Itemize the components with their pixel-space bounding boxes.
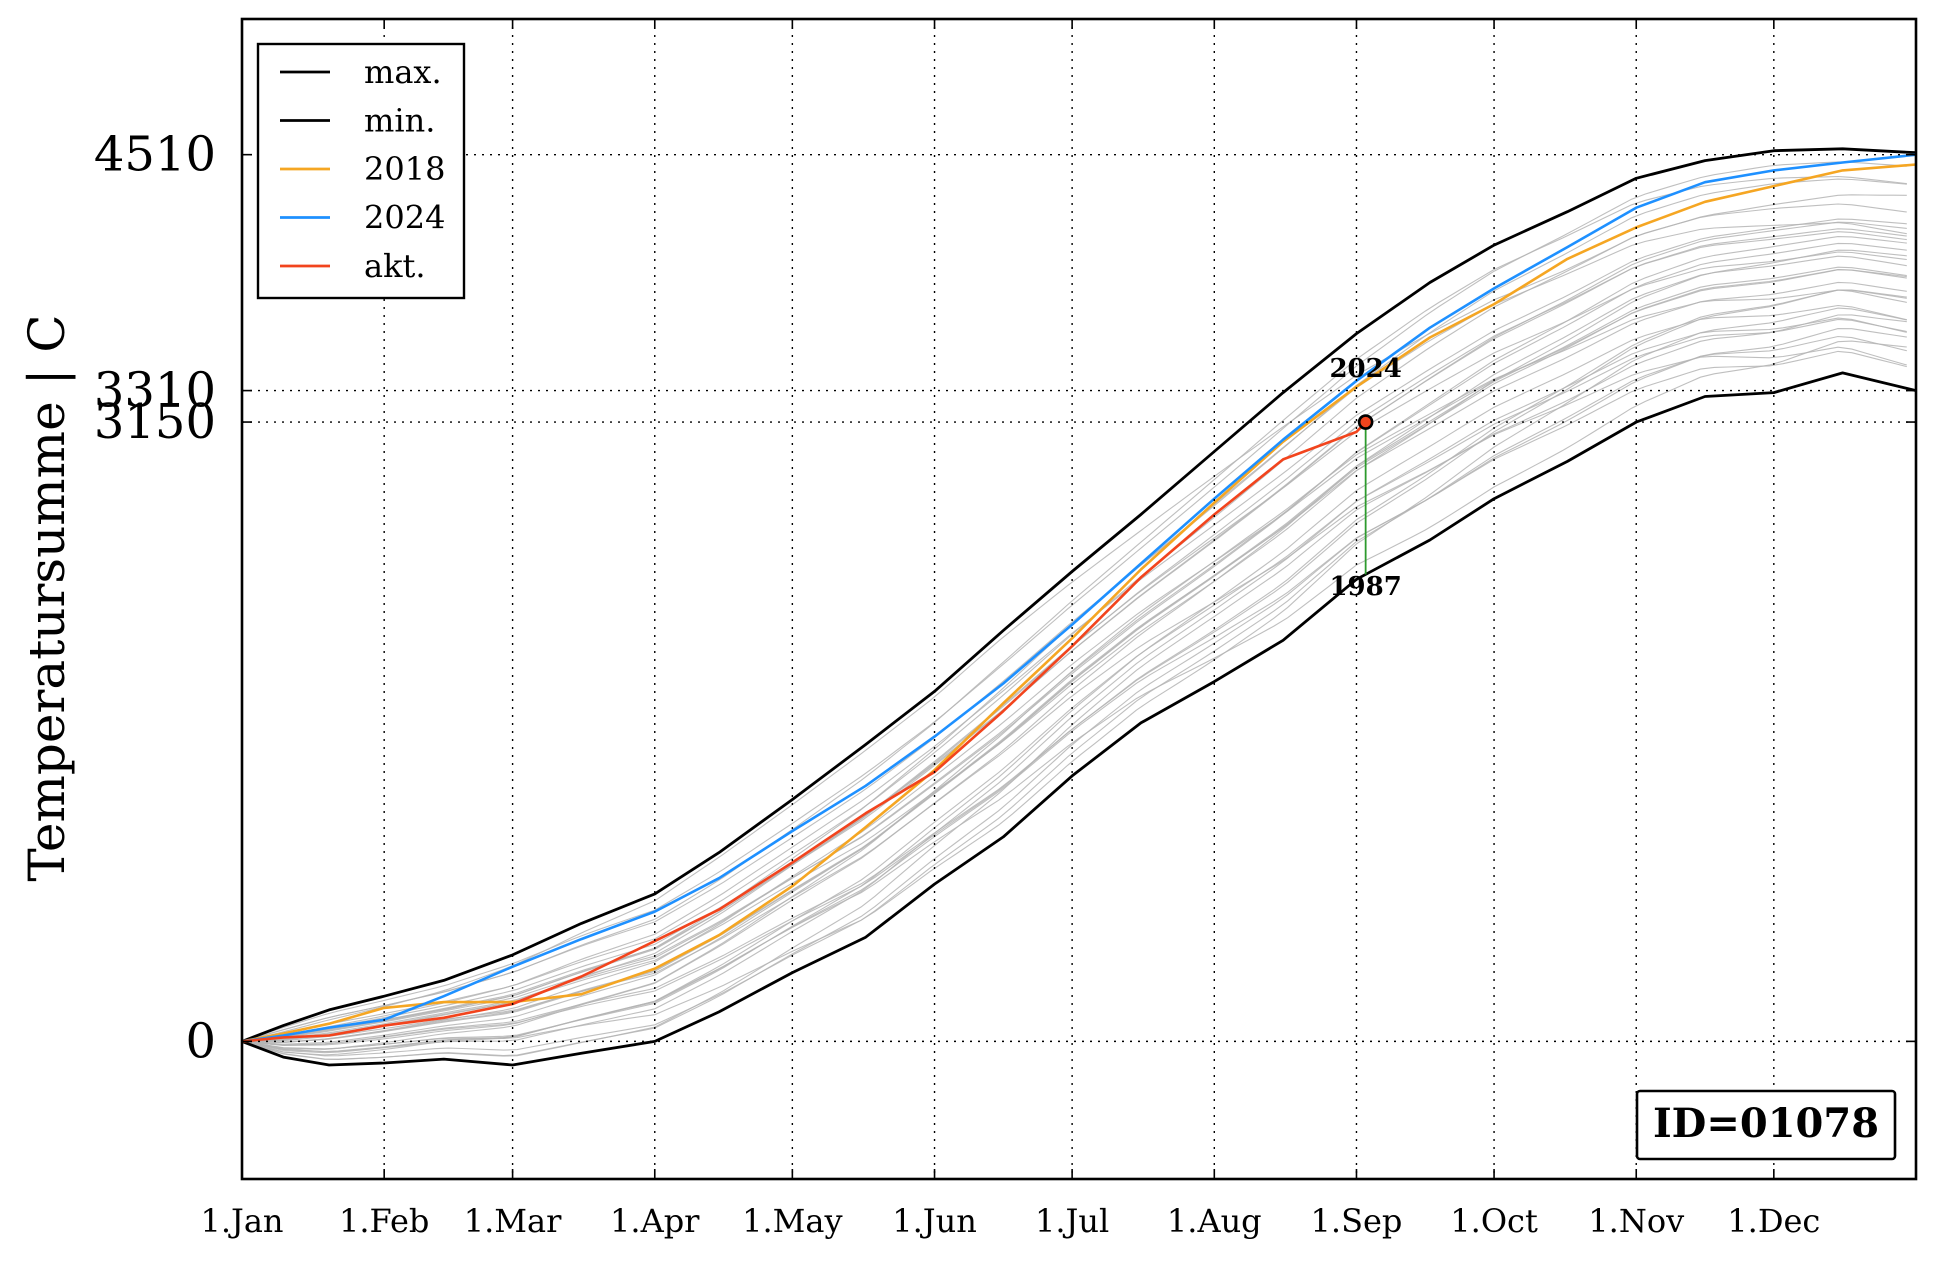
legend-box (256, 42, 466, 300)
historical-year-line (241, 350, 1907, 1061)
x-tick-label: 1.Oct (1450, 1202, 1538, 1240)
historical-year-line (241, 228, 1907, 1042)
historical-year-line (241, 335, 1907, 1057)
historical-year-line (241, 255, 1907, 1042)
x-tick-label: 1.Mar (464, 1202, 562, 1240)
series-line-2018 (241, 163, 1917, 1043)
series-line-min (241, 371, 1917, 1067)
historical-year-line (241, 175, 1907, 1042)
x-tick-label: 1.Apr (610, 1202, 700, 1240)
current-value-marker (1357, 414, 1374, 430)
historical-year-line (241, 289, 1907, 1047)
y-tick-label: 3150 (94, 394, 216, 450)
annotations: 2024 1987 (1329, 354, 1401, 602)
historical-year-line (241, 289, 1907, 1046)
historical-year-line (241, 161, 1907, 1042)
historical-year-line (241, 266, 1907, 1043)
x-tick-label: 1.Sep (1311, 1202, 1403, 1240)
legend-label: akt. (364, 247, 426, 285)
historical-year-line (241, 304, 1907, 1050)
historical-year-line (241, 249, 1907, 1042)
x-tick-label: 1.Jul (1035, 1202, 1109, 1240)
historical-year-line (241, 289, 1907, 1046)
x-tick-label: 1.May (742, 1202, 842, 1240)
x-tick-labels: 1.Jan 1.Feb 1.Mar 1.Apr 1.May 1.Jun 1.Jul 1.Aug… (200, 1202, 1820, 1240)
id-box-label: ID=01078 (1653, 1100, 1879, 1147)
y-tick-label: 3310 (94, 363, 216, 419)
historical-year-line (241, 194, 1907, 1042)
historical-year-line (241, 346, 1907, 1060)
legend-label: 2024 (364, 199, 445, 237)
series-line-max (241, 147, 1917, 1043)
historical-year-line (241, 236, 1907, 1042)
historical-year-line (241, 218, 1907, 1042)
annotation-label: 1987 (1329, 572, 1401, 602)
y-tick-label: 0 (185, 1013, 216, 1069)
historical-year-line (241, 318, 1907, 1053)
historical-year-line (241, 269, 1907, 1043)
historical-year-line (241, 307, 1907, 1050)
historical-year-lines (241, 161, 1907, 1061)
x-tick-label: 1.Aug (1167, 1202, 1262, 1240)
legend-label: min. (364, 102, 435, 140)
historical-year-line (241, 178, 1907, 1042)
plot-area (241, 147, 1917, 1067)
x-tick-label: 1.Jan (200, 1202, 283, 1240)
axis-ticks (241, 19, 1916, 1179)
plot-frame (240, 17, 1918, 1181)
x-tick-label: 1.Nov (1588, 1202, 1684, 1240)
historical-year-line (241, 269, 1907, 1044)
legend-label: 2018 (364, 150, 445, 188)
historical-year-line (241, 251, 1907, 1042)
series-line-akt (241, 421, 1367, 1043)
x-tick-label: 1.Feb (339, 1202, 429, 1240)
x-tick-label: 1.Jun (892, 1202, 977, 1240)
historical-year-line (241, 340, 1907, 1056)
legend-label: max. (364, 53, 442, 91)
historical-year-line (241, 317, 1907, 1053)
legend: max. min. 2018 2024 akt. (256, 42, 466, 300)
id-box: ID=01078 (1635, 1089, 1897, 1161)
historical-year-line (241, 328, 1907, 1054)
y-axis-label: Temperatursumme | C (18, 314, 76, 881)
historical-year-line (241, 314, 1907, 1050)
x-tick-label: 1.Dec (1727, 1202, 1820, 1240)
historical-year-line (241, 281, 1907, 1045)
series-line-2024 (241, 153, 1917, 1043)
annotation-label: 2024 (1329, 354, 1401, 384)
y-tick-label: 4510 (94, 127, 216, 183)
